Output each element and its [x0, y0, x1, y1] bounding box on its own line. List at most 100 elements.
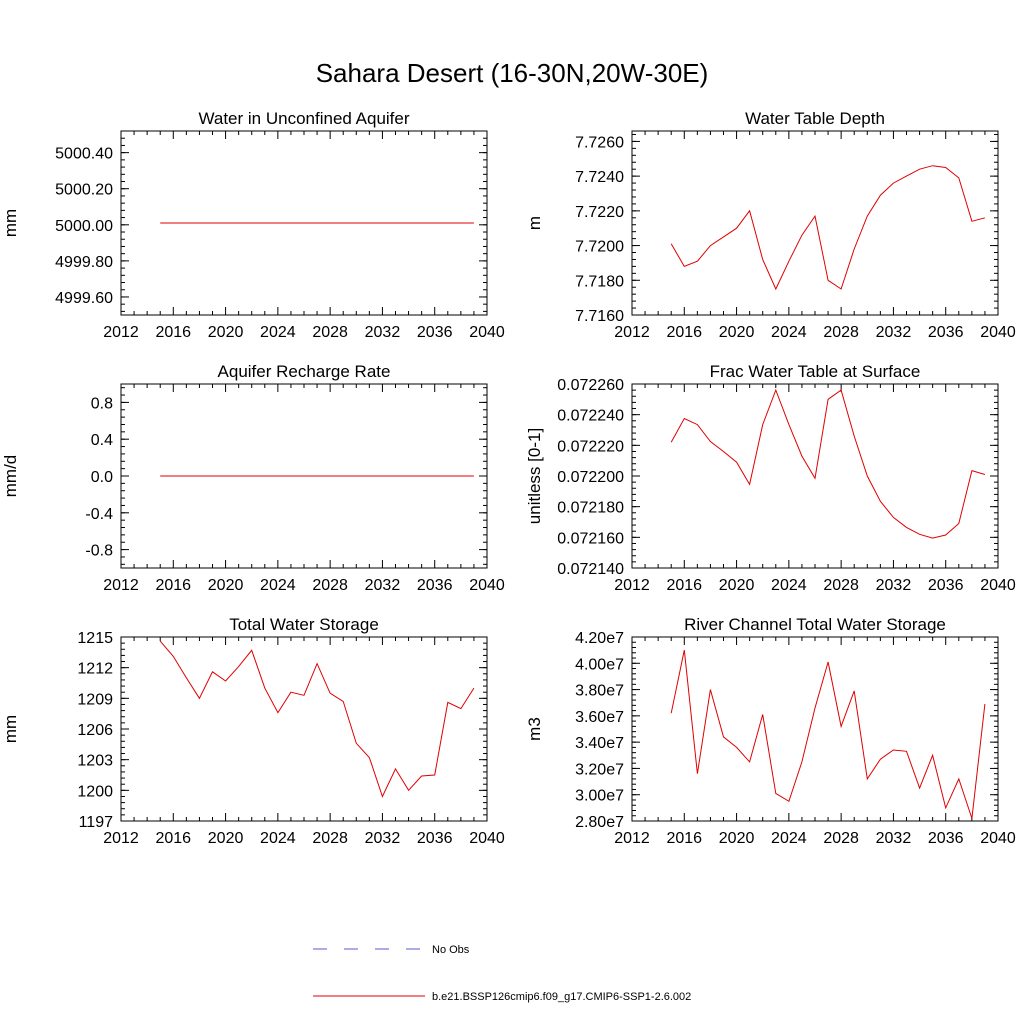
y-tick-label: 7.7220 — [575, 204, 624, 221]
x-tick-label: 2016 — [666, 577, 702, 594]
y-tick-label: -0.8 — [85, 543, 113, 560]
x-tick-label: 2040 — [980, 830, 1016, 847]
series-line-1 — [670, 388, 986, 539]
panel-title: Total Water Storage — [229, 615, 379, 634]
y-tick-label: 3.80e7 — [575, 683, 624, 700]
x-tick-label: 2040 — [980, 324, 1016, 341]
x-tick-label: 2028 — [823, 577, 859, 594]
x-tick-label: 2016 — [666, 830, 702, 847]
x-tick-label: 2016 — [155, 324, 191, 341]
y-tick-label: 7.7200 — [575, 239, 624, 256]
y-tick-label: 0.072200 — [557, 469, 624, 486]
x-tick-label: 2020 — [208, 324, 244, 341]
y-tick-label: 4999.80 — [55, 254, 113, 271]
legend-label-no-obs: No Obs — [432, 944, 470, 956]
y-tick-label: -0.4 — [85, 506, 113, 523]
y-tick-label: 5000.20 — [55, 182, 113, 199]
legend: No Obs b.e21.BSSP126cmip6.f09_g17.CMIP6-… — [313, 944, 691, 1003]
y-tick-label: 3.00e7 — [575, 788, 624, 805]
y-tick-label: 0.072240 — [557, 408, 624, 425]
y-axis-label: mm — [1, 715, 20, 743]
panel-6: River Channel Total Water Storage 2012 201… — [525, 615, 1016, 847]
panel-title: Aquifer Recharge Rate — [218, 362, 391, 381]
series-line-1 — [670, 649, 986, 819]
plot-frame — [120, 636, 488, 822]
y-tick-label: 1203 — [77, 753, 113, 770]
x-tick-label: 2012 — [614, 577, 650, 594]
y-tick-label: 7.7160 — [575, 308, 624, 325]
panel-title: Water in Unconfined Aquifer — [198, 109, 409, 128]
x-tick-label: 2020 — [719, 324, 755, 341]
panel-5: Total Water Storage 2012 2016 2020 2024 2028 2… — [1, 615, 505, 847]
y-tick-label: 3.40e7 — [575, 735, 624, 752]
legend-label-model-run: b.e21.BSSP126cmip6.f09_g17.CMIP6-SSP1-2.… — [432, 991, 691, 1003]
x-tick-label: 2040 — [469, 577, 505, 594]
y-tick-label: 2.80e7 — [575, 814, 624, 831]
x-tick-label: 2020 — [719, 830, 755, 847]
x-tick-label: 2032 — [876, 577, 912, 594]
y-tick-label: 5000.40 — [55, 146, 113, 163]
y-tick-label: 0.4 — [91, 432, 113, 449]
y-tick-label: 7.7240 — [575, 169, 624, 186]
x-tick-label: 2012 — [103, 324, 139, 341]
x-tick-label: 2032 — [365, 324, 401, 341]
x-tick-label: 2040 — [469, 830, 505, 847]
x-tick-label: 2036 — [417, 830, 453, 847]
x-tick-label: 2040 — [469, 324, 505, 341]
y-tick-label: 1215 — [77, 630, 113, 647]
y-tick-label: 0.072260 — [557, 377, 624, 394]
y-axis-label: m — [525, 216, 544, 230]
x-tick-label: 2036 — [928, 830, 964, 847]
series-line-1 — [159, 640, 475, 798]
y-tick-label: 0.072140 — [557, 561, 624, 578]
x-tick-label: 2036 — [417, 577, 453, 594]
x-tick-label: 2036 — [928, 324, 964, 341]
panel-title: Frac Water Table at Surface — [710, 362, 921, 381]
panel-title: River Channel Total Water Storage — [684, 615, 946, 634]
panel-3: Aquifer Recharge Rate 2012 2016 2020 2024 202… — [1, 362, 505, 594]
y-tick-label: 1209 — [77, 691, 113, 708]
plot-frame — [631, 636, 999, 822]
y-axis-label: unitless [0-1] — [525, 428, 544, 524]
y-axis-label: mm/d — [1, 455, 20, 498]
y-tick-label: 1200 — [77, 783, 113, 800]
y-tick-label: 1212 — [77, 661, 113, 678]
x-tick-label: 2024 — [771, 324, 807, 341]
x-tick-label: 2032 — [365, 577, 401, 594]
x-tick-label: 2028 — [312, 830, 348, 847]
panel-1: Water in Unconfined Aquifer 2012 2016 2020 2… — [1, 109, 505, 341]
x-tick-label: 2016 — [155, 577, 191, 594]
y-tick-label: 3.60e7 — [575, 709, 624, 726]
x-tick-label: 2020 — [719, 577, 755, 594]
figure-title: Sahara Desert (16-30N,20W-30E) — [316, 58, 709, 88]
x-tick-label: 2012 — [103, 830, 139, 847]
panel-2: Water Table Depth 2012 2016 2020 2024 2028 203… — [525, 109, 1016, 341]
y-tick-label: 4.00e7 — [575, 656, 624, 673]
series-line-1 — [670, 165, 986, 291]
panel-title: Water Table Depth — [745, 109, 885, 128]
y-tick-label: 7.7260 — [575, 134, 624, 151]
x-tick-label: 2012 — [614, 324, 650, 341]
x-tick-label: 2020 — [208, 830, 244, 847]
panel-4: Frac Water Table at Surface 2012 2016 2020 2… — [525, 362, 1016, 594]
x-tick-label: 2024 — [260, 830, 296, 847]
x-tick-label: 2024 — [771, 830, 807, 847]
plot-frame — [631, 130, 999, 316]
y-axis-label: mm — [1, 209, 20, 237]
x-tick-label: 2040 — [980, 577, 1016, 594]
x-tick-label: 2032 — [365, 830, 401, 847]
y-tick-label: 1197 — [79, 814, 114, 831]
x-tick-label: 2024 — [771, 577, 807, 594]
y-tick-label: 4999.60 — [55, 290, 113, 307]
y-tick-label: 7.7180 — [575, 273, 624, 290]
x-tick-label: 2028 — [823, 830, 859, 847]
y-tick-label: 5000.00 — [55, 218, 113, 235]
y-tick-label: 4.20e7 — [575, 630, 624, 647]
x-tick-label: 2012 — [614, 830, 650, 847]
x-tick-label: 2016 — [155, 830, 191, 847]
panels: Water in Unconfined Aquifer 2012 2016 2020 2… — [1, 109, 1016, 847]
x-tick-label: 2020 — [208, 577, 244, 594]
x-tick-label: 2016 — [666, 324, 702, 341]
x-tick-label: 2028 — [312, 577, 348, 594]
